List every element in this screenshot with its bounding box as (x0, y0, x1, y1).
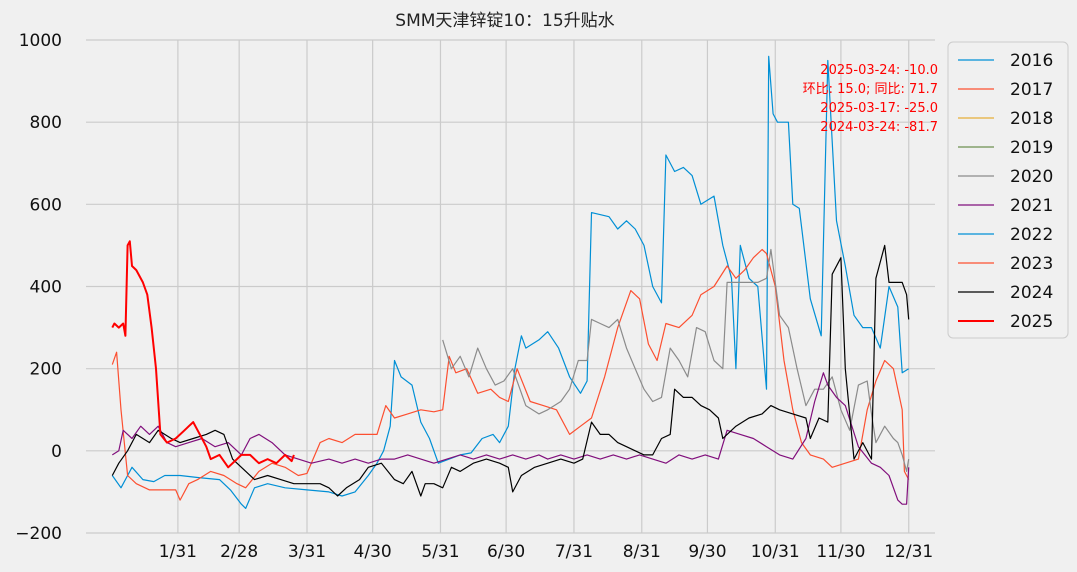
series-line-2024 (111, 244, 910, 497)
chart-title: SMM天津锌锭10：15升贴水 (395, 11, 614, 31)
x-tick-label: 4/30 (354, 542, 392, 562)
x-tick-label: 11/30 (816, 542, 865, 562)
x-tick-label: 1/31 (159, 542, 197, 562)
x-tick-label: 12/31 (884, 542, 933, 562)
legend-label: 2017 (1010, 80, 1053, 100)
series-line-2017 (111, 248, 910, 501)
x-tick-label: 5/31 (421, 542, 459, 562)
legend-label: 2022 (1010, 225, 1053, 245)
legend-label: 2019 (1010, 138, 1053, 158)
legend-label: 2018 (1010, 109, 1053, 129)
legend-label: 2023 (1010, 254, 1053, 274)
x-tick-label: 7/31 (555, 542, 593, 562)
y-tick-label: 200 (30, 360, 62, 380)
annotation-line: 2024-03-24: -81.7 (820, 120, 938, 135)
annotation-line: 2025-03-24: -10.0 (820, 63, 938, 78)
y-tick-label: −200 (15, 524, 62, 544)
legend-label: 2024 (1010, 283, 1053, 303)
series-line-2016 (111, 55, 910, 509)
series-lines (111, 55, 910, 509)
legend-label: 2020 (1010, 167, 1053, 187)
axis-tick-labels: −200 0 200 400 600 800 1000 1/31 2/28 3/31 4/30 5/3… (15, 31, 933, 562)
legend-label: 2021 (1010, 196, 1053, 216)
legend-label: 2025 (1010, 312, 1053, 332)
x-tick-label: 9/30 (688, 542, 726, 562)
y-tick-label: 1000 (19, 31, 62, 51)
annotation-line: 2025-03-17: -25.0 (820, 101, 938, 116)
x-tick-label: 2/28 (220, 542, 258, 562)
legend-box (947, 41, 1069, 339)
grid-lines (86, 39, 935, 534)
x-tick-label: 3/31 (288, 542, 326, 562)
annotation-line: 环比: 15.0; 同比: 71.7 (803, 82, 938, 97)
series-line-2025 (111, 240, 295, 469)
legend-label: 2016 (1010, 51, 1053, 71)
x-tick-label: 6/30 (487, 542, 525, 562)
y-tick-label: 400 (30, 278, 62, 298)
y-tick-label: 800 (30, 113, 62, 133)
y-tick-label: 0 (51, 442, 62, 462)
series-line-2020 (442, 248, 910, 472)
x-tick-label: 8/31 (623, 542, 661, 562)
y-tick-label: 600 (30, 195, 62, 215)
stats-annotation: 2025-03-24: -10.0 环比: 15.0; 同比: 71.7 2025-… (803, 63, 938, 135)
legend: 2016 2017 2018 2019 2020 2021 2022 2023 2024 2025 (947, 41, 1069, 339)
x-tick-label: 10/31 (751, 542, 800, 562)
series-line-2021 (111, 372, 910, 505)
